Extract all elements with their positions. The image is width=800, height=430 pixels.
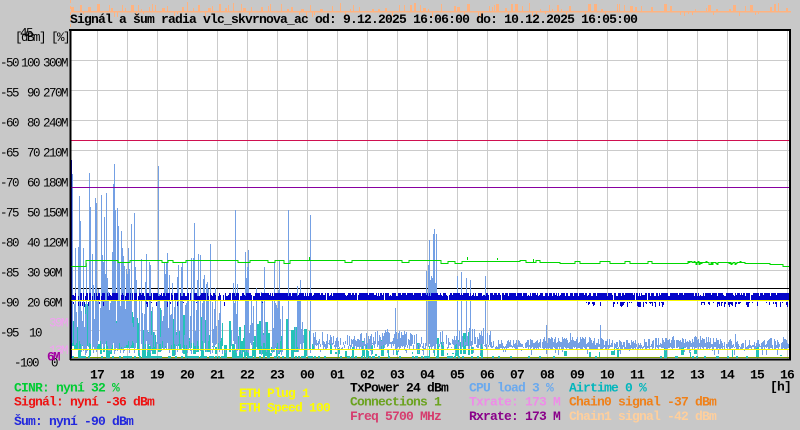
- svg-text:180M: 180M: [43, 177, 68, 191]
- svg-text:11: 11: [630, 368, 645, 383]
- svg-text:06: 06: [480, 368, 495, 383]
- svg-text:-50: -50: [0, 57, 19, 71]
- svg-text:30: 30: [27, 267, 40, 281]
- svg-text:18: 18: [120, 368, 135, 383]
- svg-text:08: 08: [540, 368, 555, 383]
- svg-text:Txrate: 173 M: Txrate: 173 M: [469, 395, 561, 410]
- svg-text:Chain1 signal -42 dBm: Chain1 signal -42 dBm: [569, 409, 717, 424]
- svg-text:-95: -95: [0, 327, 19, 341]
- svg-text:21: 21: [210, 368, 225, 383]
- svg-text:20: 20: [180, 368, 195, 383]
- svg-text:Rxrate: 173 M: Rxrate: 173 M: [469, 409, 561, 424]
- svg-text:00: 00: [300, 368, 315, 383]
- svg-text:300M: 300M: [43, 57, 68, 71]
- svg-text:270M: 270M: [43, 87, 68, 101]
- svg-text:15: 15: [750, 368, 765, 383]
- svg-text:100: 100: [21, 57, 40, 71]
- svg-text:TxPower 24 dBm: TxPower 24 dBm: [350, 381, 449, 396]
- svg-text:04: 04: [420, 368, 435, 383]
- svg-text:CPU load 3 %: CPU load 3 %: [469, 381, 554, 396]
- svg-text:ETH Plug 1: ETH Plug 1: [239, 386, 310, 401]
- svg-text:07: 07: [510, 368, 524, 383]
- svg-text:120M: 120M: [43, 237, 68, 251]
- svg-text:Signál: nyní -36 dBm: Signál: nyní -36 dBm: [14, 395, 155, 410]
- svg-text:14: 14: [720, 368, 735, 383]
- svg-text:Šum: nyní -90 dBm: Šum: nyní -90 dBm: [14, 414, 134, 429]
- svg-text:20: 20: [27, 297, 40, 311]
- svg-text:22: 22: [240, 368, 255, 383]
- svg-text:-60: -60: [0, 117, 19, 131]
- svg-text:10: 10: [600, 368, 615, 383]
- svg-text:Signál a šum radia vlc_skvrnov: Signál a šum radia vlc_skvrnova_ac od: 9…: [70, 12, 638, 27]
- svg-text:09: 09: [570, 368, 585, 383]
- svg-text:-100: -100: [14, 357, 39, 371]
- svg-text:-90: -90: [0, 297, 19, 311]
- svg-text:13M: 13M: [49, 344, 68, 358]
- svg-text:16: 16: [780, 368, 795, 383]
- svg-text:210M: 210M: [43, 147, 68, 161]
- svg-text:-75: -75: [0, 207, 19, 221]
- svg-text:90: 90: [27, 87, 40, 101]
- svg-text:23: 23: [270, 368, 285, 383]
- svg-text:-70: -70: [0, 177, 19, 191]
- svg-text:13: 13: [690, 368, 705, 383]
- svg-text:50: 50: [27, 207, 40, 221]
- svg-text:Freq 5700 MHz: Freq 5700 MHz: [350, 409, 441, 424]
- svg-text:[h]: [h]: [770, 380, 791, 395]
- svg-text:01: 01: [330, 368, 345, 383]
- svg-text:60M: 60M: [43, 297, 62, 311]
- svg-text:02: 02: [360, 368, 375, 383]
- svg-text:Connections 1: Connections 1: [350, 395, 442, 410]
- svg-text:CINR: nyní 32 %: CINR: nyní 32 %: [14, 381, 120, 396]
- svg-text:Airtime 0 %: Airtime 0 %: [569, 381, 647, 396]
- svg-text:80: 80: [27, 117, 40, 131]
- svg-text:05: 05: [450, 368, 465, 383]
- svg-text:6M: 6M: [47, 351, 60, 365]
- svg-text:-85: -85: [0, 267, 19, 281]
- svg-text:45: 45: [20, 27, 33, 41]
- svg-text:-55: -55: [0, 87, 19, 101]
- svg-text:240M: 240M: [43, 117, 68, 131]
- svg-text:10: 10: [29, 327, 42, 341]
- svg-text:17: 17: [90, 368, 104, 383]
- svg-text:40: 40: [27, 237, 40, 251]
- svg-text:90M: 90M: [43, 267, 62, 281]
- svg-text:Chain0 signal -37 dBm: Chain0 signal -37 dBm: [569, 395, 717, 410]
- svg-text:[dBm] [%]: [dBm] [%]: [15, 31, 69, 45]
- svg-text:ETH Speed 100: ETH Speed 100: [239, 401, 331, 416]
- svg-text:0: 0: [51, 357, 58, 371]
- svg-text:03: 03: [390, 368, 405, 383]
- svg-text:12: 12: [660, 368, 675, 383]
- svg-text:60: 60: [27, 177, 40, 191]
- svg-text:150M: 150M: [43, 207, 68, 221]
- svg-text:-80: -80: [0, 237, 19, 251]
- svg-text:-65: -65: [0, 147, 19, 161]
- svg-text:19: 19: [150, 368, 165, 383]
- svg-text:39M: 39M: [49, 317, 68, 331]
- svg-text:70: 70: [27, 147, 40, 161]
